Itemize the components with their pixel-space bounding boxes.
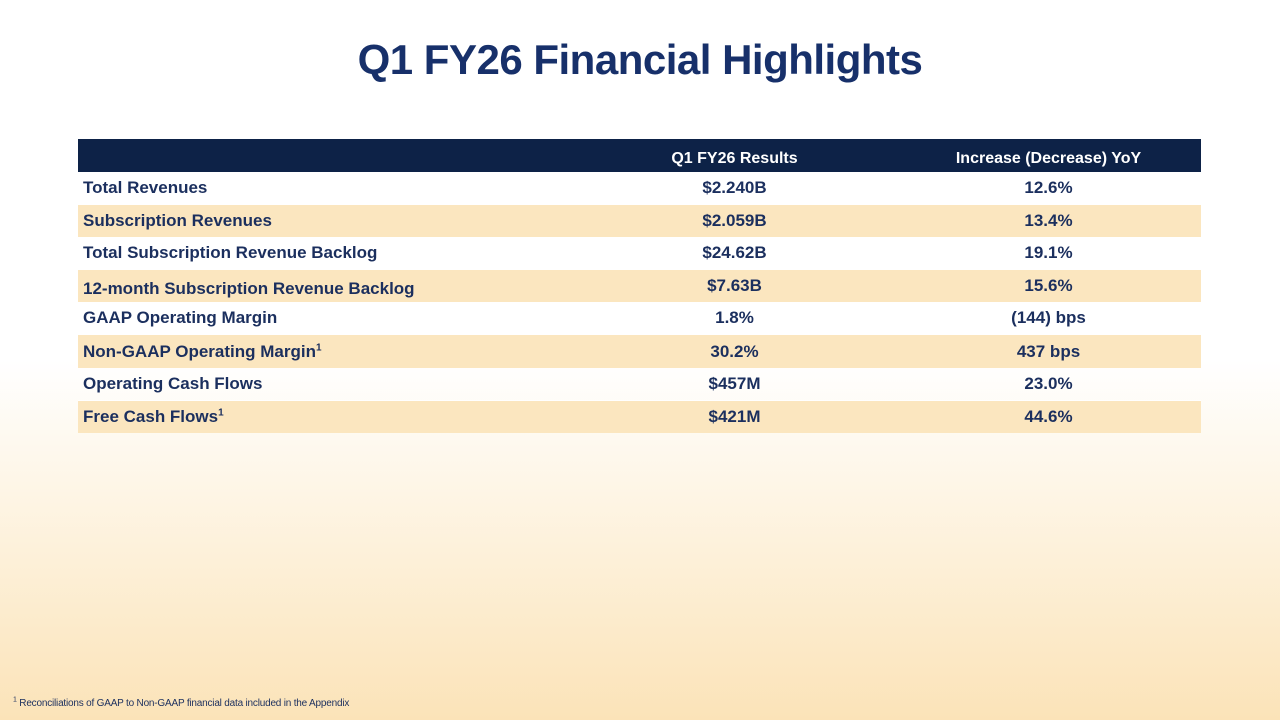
header-metric [78,139,573,172]
metric-yoy: 437 bps [896,334,1201,368]
table-row: Free Cash Flows1 $421M 44.6% [78,399,1201,433]
financial-highlights-table: Q1 FY26 Results Increase (Decrease) YoY … [78,139,1201,433]
footnote: 1 Reconciliations of GAAP to Non-GAAP fi… [13,696,350,709]
header-yoy: Increase (Decrease) YoY [955,150,1142,167]
table-row: Total Subscription Revenue Backlog $24.6… [78,237,1201,270]
metric-yoy: 44.6% [896,399,1201,433]
table-row: Non-GAAP Operating Margin1 30.2% 437 bps [78,334,1201,368]
metric-result: $457M [708,373,761,393]
metric-result: $7.63B [573,269,896,303]
metric-yoy: (144) bps [1011,308,1086,328]
metric-yoy: 15.6% [896,269,1201,303]
metric-result: $24.62B [702,243,767,263]
footnote-marker: 1 [315,341,322,353]
header-results: Q1 FY26 Results [671,150,798,167]
metric-result: $2.240B [702,178,767,198]
metric-label: 12-month Subscription Revenue Backlog [78,269,573,303]
table-row: GAAP Operating Margin 1.8% (144) bps [78,302,1201,335]
footnote-marker: 1 [13,696,17,704]
metric-yoy: 19.1% [1024,243,1073,263]
metric-label: Free Cash Flows1 [78,399,573,433]
metric-yoy: 13.4% [896,204,1201,238]
slide-title: Q1 FY26 Financial Highlights [357,36,923,83]
table-row: Total Revenues $2.240B 12.6% [78,172,1201,205]
metric-label: GAAP Operating Margin [83,308,278,328]
metric-result: $421M [573,399,896,433]
metric-result: 1.8% [715,308,754,328]
metric-label: Operating Cash Flows [83,373,263,393]
metric-label: Non-GAAP Operating Margin1 [78,334,573,368]
table-row: Subscription Revenues $2.059B 13.4% [78,204,1201,238]
footnote-marker: 1 [218,407,224,419]
metric-yoy: 23.0% [1024,373,1073,393]
metric-label: Subscription Revenues [78,204,573,238]
table-header-row: Q1 FY26 Results Increase (Decrease) YoY [78,139,1201,172]
metric-label: Total Subscription Revenue Backlog [83,243,378,263]
table-row: Operating Cash Flows $457M 23.0% [78,368,1201,401]
footnote-text: Reconciliations of GAAP to Non-GAAP fina… [19,698,350,709]
metric-result: 30.2% [573,334,896,368]
metric-label: Total Revenues [83,178,208,198]
metric-yoy: 12.6% [1024,178,1073,198]
metric-result: $2.059B [573,204,896,238]
table-row: 12-month Subscription Revenue Backlog $7… [78,269,1201,303]
